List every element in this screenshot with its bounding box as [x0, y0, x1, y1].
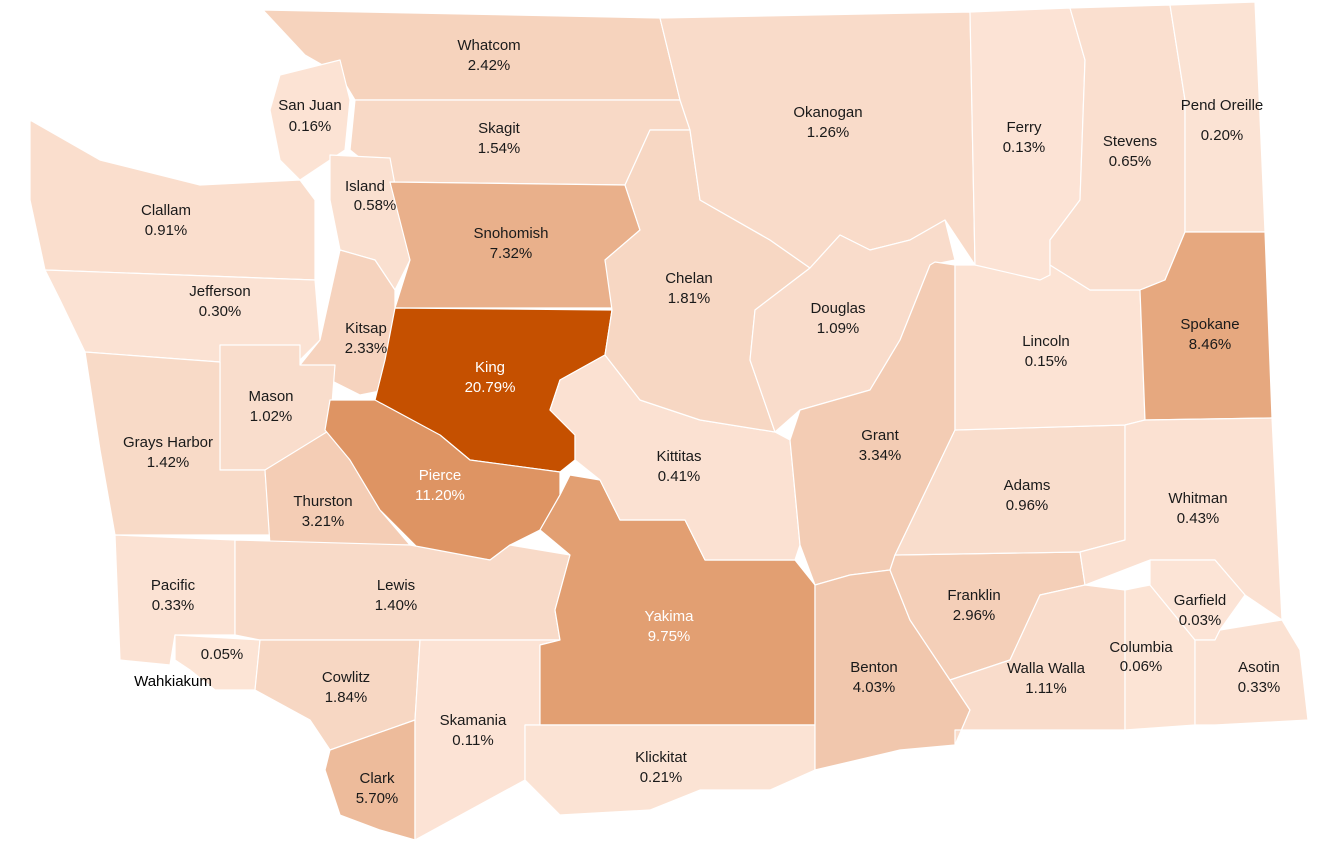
county-name: Pend Oreille [1181, 97, 1264, 114]
county-labels: Whatcom 2.42% San Juan 0.16% Skagit 1.54% Isla… [123, 37, 1280, 807]
county-value: 0.96% [1006, 497, 1049, 514]
county-name: Thurston [293, 493, 352, 510]
county-name: Yakima [645, 608, 695, 625]
county-value: 11.20% [415, 487, 465, 504]
county-name: Douglas [810, 300, 865, 317]
county-name: Chelan [665, 270, 713, 287]
county-value: 2.42% [468, 57, 511, 74]
county-value: 1.11% [1025, 680, 1066, 697]
county-value: 0.91% [145, 222, 188, 239]
county-name: Klickitat [635, 749, 688, 766]
county-name: Clallam [141, 202, 191, 219]
county-name: Asotin [1238, 659, 1280, 676]
county-value: 8.46% [1189, 336, 1232, 353]
county-name: Wahkiakum [134, 673, 212, 690]
county-name: San Juan [278, 97, 341, 114]
county-value: 2.33% [345, 340, 388, 357]
county-value: 0.33% [152, 597, 195, 614]
county-value: 0.05% [201, 646, 244, 663]
county-value: 0.20% [1201, 127, 1244, 144]
county-name: Grant [861, 427, 899, 444]
county-name: Kittitas [656, 448, 701, 465]
county-value: 5.70% [356, 790, 399, 807]
county-name: Lewis [377, 577, 415, 594]
county-name: Columbia [1109, 639, 1173, 656]
county-name: Jefferson [189, 283, 250, 300]
county-name: Island [345, 178, 385, 195]
counties [29, 1, 1309, 841]
county-value: 3.21% [302, 513, 345, 530]
county-name: Snohomish [473, 225, 548, 242]
county-name: Cowlitz [322, 669, 370, 686]
county-value: 0.11% [452, 732, 493, 749]
county-value: 0.30% [199, 303, 242, 320]
county-value: 0.58% [354, 197, 397, 214]
county-value: 0.16% [289, 118, 332, 135]
county [324, 399, 561, 561]
county-value: 0.43% [1177, 510, 1220, 527]
county-name: Benton [850, 659, 898, 676]
county-value: 0.03% [1179, 612, 1222, 629]
county-name: Clark [359, 770, 395, 787]
county-name: Spokane [1180, 316, 1239, 333]
county-name: Ferry [1007, 119, 1042, 136]
county-value: 4.03% [853, 679, 896, 696]
county-name: Walla Walla [1007, 660, 1086, 677]
county-value: 0.06% [1120, 658, 1163, 675]
county-name: Skamania [440, 712, 507, 729]
county-name: Franklin [947, 587, 1000, 604]
county-value: 2.96% [953, 607, 996, 624]
county-name: Garfield [1174, 592, 1227, 609]
county-name: Stevens [1103, 133, 1157, 150]
county-value: 0.15% [1025, 353, 1068, 370]
county [1194, 619, 1309, 726]
county-name: Skagit [478, 120, 521, 137]
county-name: King [475, 359, 505, 376]
county-value: 7.32% [490, 245, 533, 262]
county [269, 59, 351, 181]
county-value: 1.09% [817, 320, 860, 337]
county-value: 9.75% [648, 628, 691, 645]
county-value: 0.13% [1003, 139, 1046, 156]
county-name: Lincoln [1022, 333, 1070, 350]
county-name: Adams [1004, 477, 1051, 494]
county-value: 1.42% [147, 454, 190, 471]
county-value: 3.34% [859, 447, 902, 464]
county-name: Mason [248, 388, 293, 405]
county-name: Whatcom [457, 37, 520, 54]
county-value: 0.41% [658, 468, 701, 485]
county-value: 1.02% [250, 408, 293, 425]
county-name: Whitman [1168, 490, 1227, 507]
county-name: Pacific [151, 577, 196, 594]
county-value: 20.79% [465, 379, 516, 396]
county-value: 1.40% [375, 597, 418, 614]
county-name: Okanogan [793, 104, 862, 121]
county [29, 119, 316, 281]
county-value: 1.81% [668, 290, 711, 307]
county-value: 1.26% [807, 124, 850, 141]
county-value: 0.21% [640, 769, 683, 786]
county-value: 0.33% [1238, 679, 1281, 696]
county-name: Grays Harbor [123, 434, 213, 451]
county-value: 1.54% [478, 140, 521, 157]
county-value: 1.84% [325, 689, 368, 706]
county-name: Pierce [419, 467, 462, 484]
county-value: 0.65% [1109, 153, 1152, 170]
county-name: Kitsap [345, 320, 387, 337]
